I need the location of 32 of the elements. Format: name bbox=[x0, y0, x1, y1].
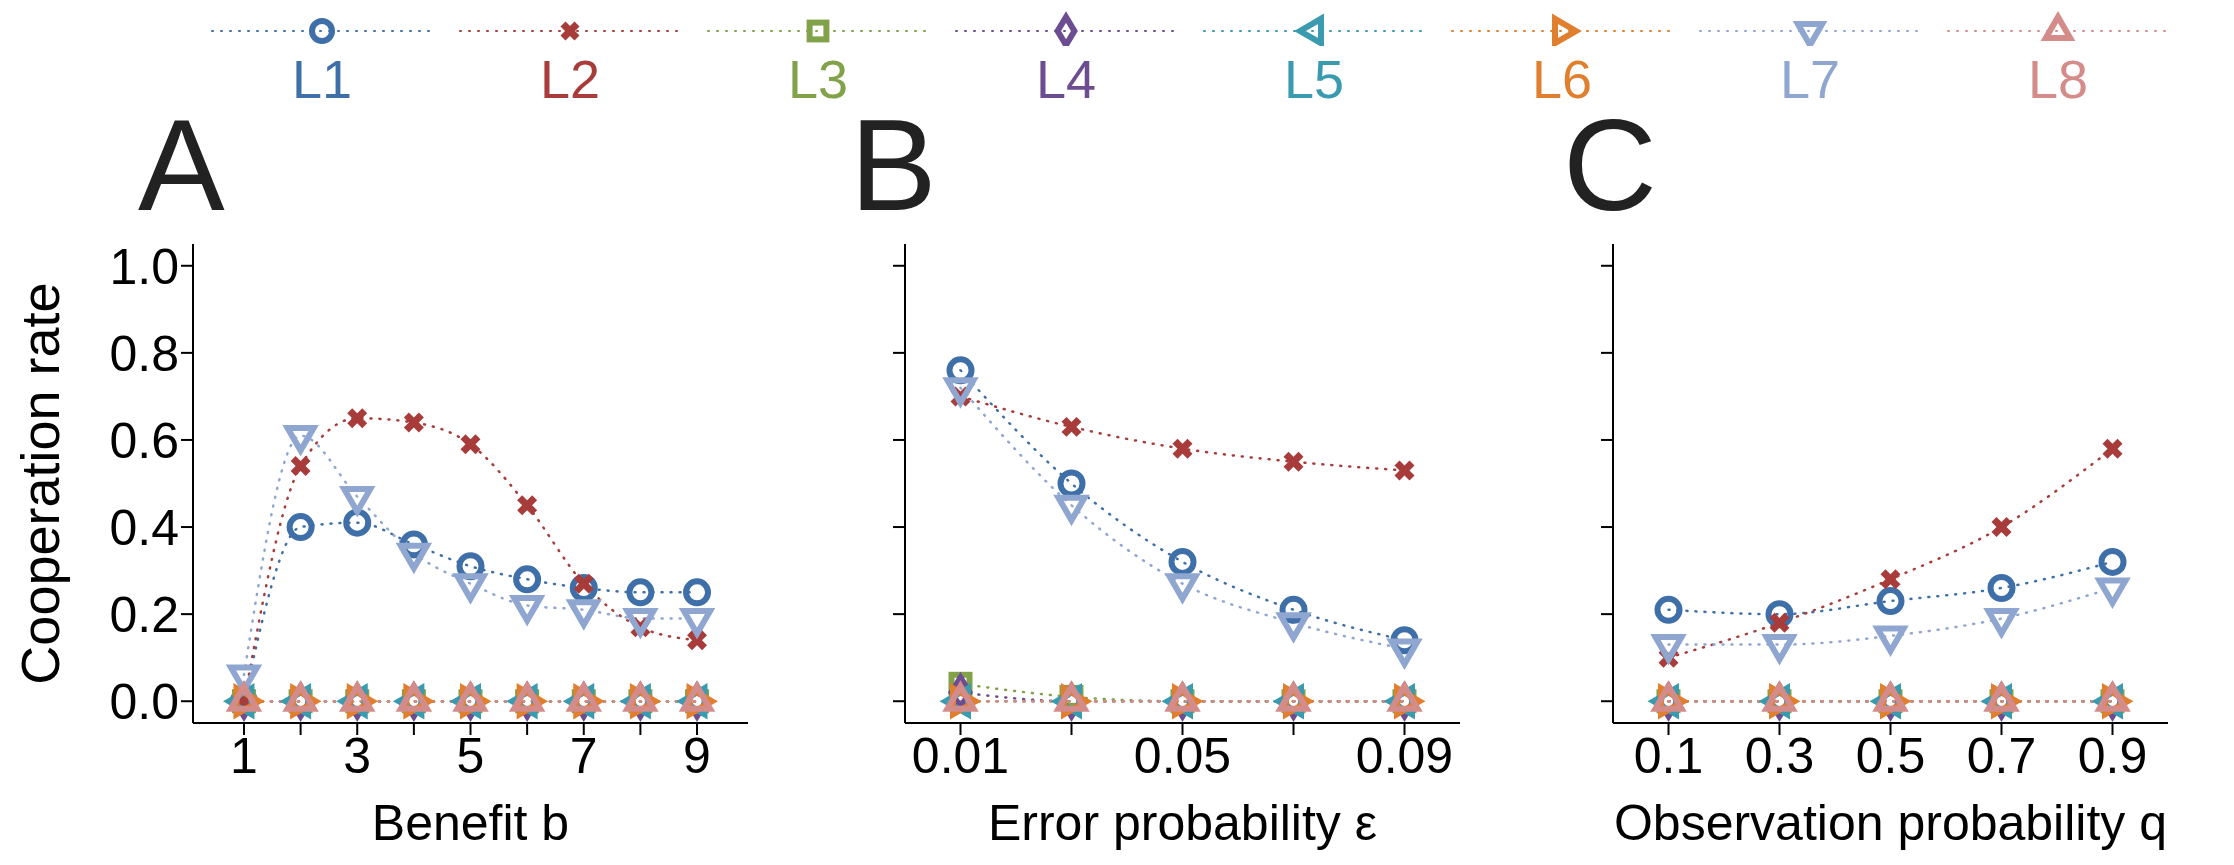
legend-label: L3 bbox=[787, 49, 849, 109]
legend-label: L7 bbox=[1779, 49, 1841, 109]
chart-title: B bbox=[850, 92, 937, 238]
y-tick-label: 0.6 bbox=[109, 412, 179, 469]
x-tick-label: 1 bbox=[230, 727, 258, 784]
x-tick-label: 7 bbox=[569, 727, 598, 784]
x-tick-label: 0.5 bbox=[1855, 727, 1926, 784]
x-tick-label: 0.3 bbox=[1744, 727, 1815, 784]
legend-label: L5 bbox=[1283, 49, 1345, 109]
x-tick-label: 0.9 bbox=[2077, 727, 2148, 784]
x-tick-label: 9 bbox=[683, 727, 711, 784]
x-tick-label: 0.01 bbox=[911, 727, 1010, 784]
legend-label: L2 bbox=[539, 49, 601, 109]
x-tick-label: 0.1 bbox=[1633, 727, 1704, 784]
legend-label: L4 bbox=[1035, 49, 1097, 109]
chart-title: A bbox=[138, 92, 225, 238]
y-tick-label: 0.0 bbox=[109, 673, 179, 730]
x-tick-label: 5 bbox=[456, 727, 485, 784]
x-tick-label: 3 bbox=[343, 727, 372, 784]
x-tick-label: 0.09 bbox=[1355, 727, 1454, 784]
x-tick-label: 0.7 bbox=[1966, 727, 2037, 784]
x-axis-title: Benefit b bbox=[371, 795, 570, 851]
y-axis-title: Cooperation rate bbox=[10, 282, 71, 685]
legend-label: L1 bbox=[291, 49, 353, 109]
y-tick-label: 1.0 bbox=[109, 238, 179, 295]
y-tick-label: 0.8 bbox=[109, 325, 179, 382]
y-tick-label: 0.2 bbox=[109, 586, 179, 643]
x-tick-label: 0.05 bbox=[1133, 727, 1232, 784]
x-axis-title: Error probability ε bbox=[987, 795, 1378, 851]
y-tick-label: 0.4 bbox=[109, 499, 179, 556]
legend-label: L8 bbox=[2027, 49, 2089, 109]
x-axis-title: Observation probability q bbox=[1613, 795, 2168, 851]
